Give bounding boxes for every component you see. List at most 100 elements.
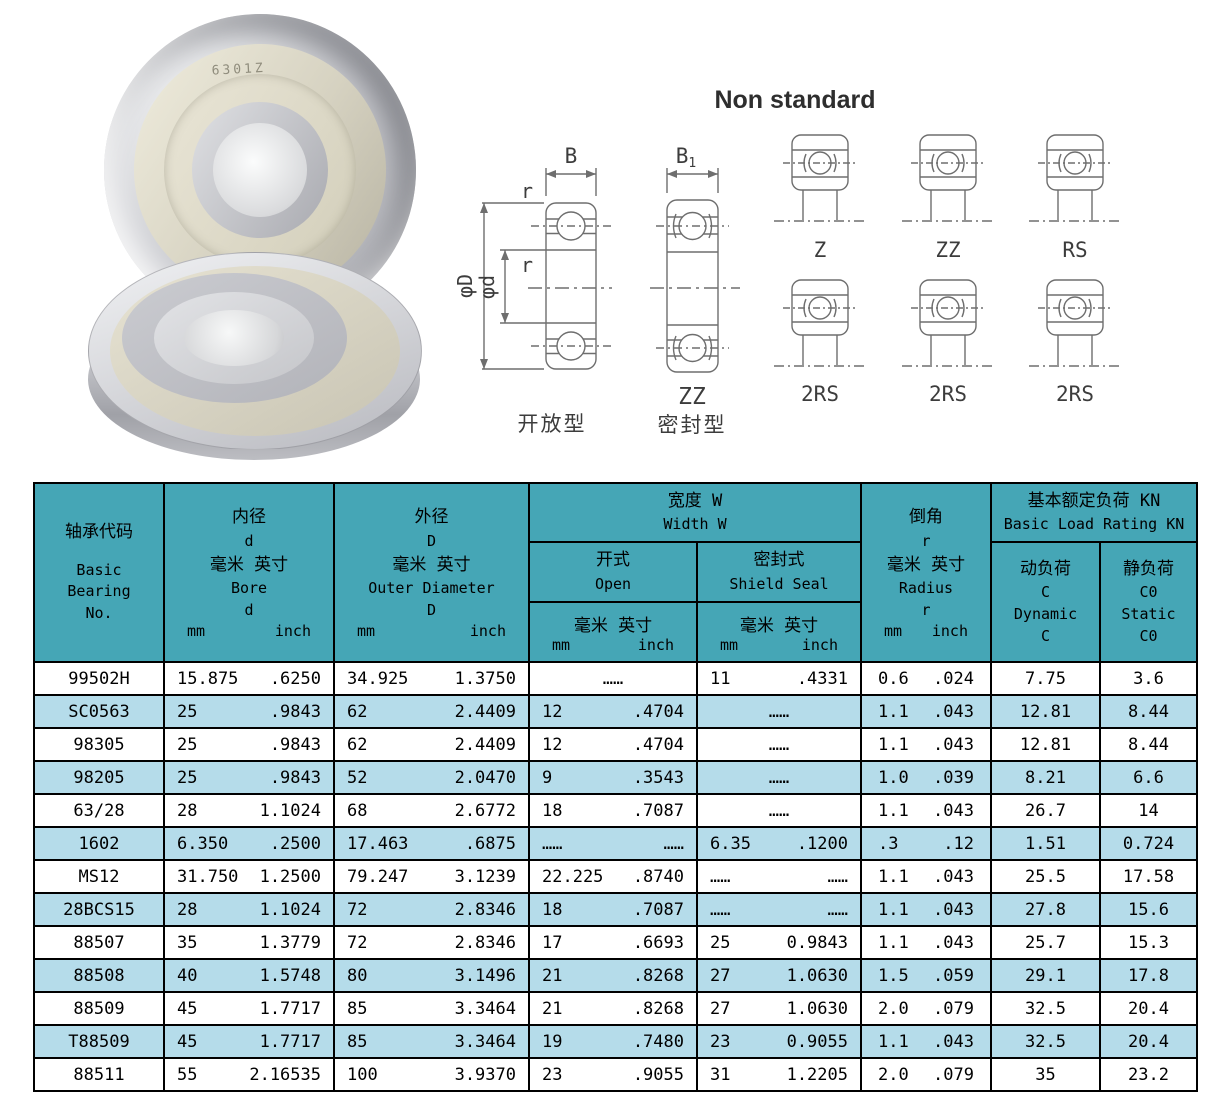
cell-outer-diameter: 79.247 3.1239 [333, 859, 530, 894]
table-row: 98305 25.9843 62 2.4409 12.4704…… 1.1.043 12.8… [33, 727, 1198, 762]
variant-label-2rs-1: 2RS [801, 382, 839, 406]
cell-outer-diameter: 62 2.4409 [333, 727, 530, 762]
cell-bearing-code: 98205 [33, 760, 165, 795]
cell-outer-diameter: 85 3.3464 [333, 1024, 530, 1059]
cell-outer-diameter: 17.463.6875 [333, 826, 530, 861]
open-type-diagram: B φD φd r r 开放型 [453, 144, 612, 436]
table-row: 88507 35 1.3779 72 2.8346 17.6693 25 0.9843 1.1.… [33, 925, 1198, 960]
lying-bearing-face [88, 252, 422, 450]
header-seal-units: 毫米 英寸 mm inch [696, 601, 862, 663]
cell-bore: 15.875.6250 [163, 661, 335, 696]
cell-bore: 25.9843 [163, 694, 335, 729]
lying-bearing-bore-hole [184, 310, 284, 366]
cell-radius: 1.0.039 [860, 760, 992, 795]
dim-label-r-top: r [521, 179, 533, 203]
cell-width-open: 21.8268 [528, 958, 698, 993]
cell-width-open: 23.9055 [528, 1057, 698, 1092]
spec-table-body: 99502H 15.875.6250 34.925 1.3750…… 11.4331 0.… [33, 661, 1198, 1092]
cell-width-open: 22.225.8740 [528, 859, 698, 894]
header-bearing-code: 轴承代码 Basic Bearing No. [33, 482, 165, 663]
cell-dynamic-load: 12.81 [990, 694, 1101, 729]
variant-label-2rs-2: 2RS [929, 382, 967, 406]
cell-static-load: 3.6 [1099, 661, 1198, 696]
header-open: 开式 Open [528, 541, 698, 603]
variant-label-rs: RS [1062, 238, 1087, 262]
open-type-caption: 开放型 [518, 412, 587, 436]
cell-bore: 28 1.1024 [163, 793, 335, 828]
cell-width-seal: ………… [696, 859, 862, 894]
cell-outer-diameter: 62 2.4409 [333, 694, 530, 729]
header-bore: 内径 d 毫米 英寸 Bore d mm inch [163, 482, 335, 663]
cell-bearing-code: 88509 [33, 991, 165, 1026]
cell-width-open: 18.7087 [528, 892, 698, 927]
diagram-svg: Non standard B [453, 86, 1122, 437]
variant-label-zz: ZZ [935, 238, 960, 262]
table-row: SC0563 25.9843 62 2.4409 12.4704…… 1.1.043 12.… [33, 694, 1198, 729]
cell-static-load: 0.724 [1099, 826, 1198, 861]
table-row: 63/28 28 1.1024 68 2.6772 18.7087…… 1.1.043 26.… [33, 793, 1198, 828]
cell-width-seal: 25 0.9843 [696, 925, 862, 960]
cell-dynamic-load: 25.7 [990, 925, 1101, 960]
cell-width-seal: 31 1.2205 [696, 1057, 862, 1092]
header-open-units: 毫米 英寸 mm inch [528, 601, 698, 663]
cell-dynamic-load: 25.5 [990, 859, 1101, 894]
cell-outer-diameter: 85 3.3464 [333, 991, 530, 1026]
cell-static-load: 23.2 [1099, 1057, 1198, 1092]
cell-static-load: 17.8 [1099, 958, 1198, 993]
header-static-load: 静负荷 C0 Static C0 [1099, 541, 1198, 663]
spec-table: 轴承代码 Basic Bearing No. 内径 d 毫米 英寸 Bore d… [33, 482, 1198, 1092]
cell-bearing-code: T88509 [33, 1024, 165, 1059]
cell-dynamic-load: 27.8 [990, 892, 1101, 927]
cell-radius: 0.6.024 [860, 661, 992, 696]
cell-width-seal: …… [696, 760, 862, 795]
cell-outer-diameter: 52 2.0470 [333, 760, 530, 795]
cell-radius: 1.1.043 [860, 859, 992, 894]
cell-dynamic-load: 32.5 [990, 991, 1101, 1026]
cell-static-load: 14 [1099, 793, 1198, 828]
cell-bore: 45 1.7717 [163, 1024, 335, 1059]
cell-width-open: 17.6693 [528, 925, 698, 960]
table-row: 98205 25.9843 52 2.0470 9.3543…… 1.0.039 8.21 6… [33, 760, 1198, 795]
cell-width-seal: 6.35.1200 [696, 826, 862, 861]
cell-outer-diameter: 80 3.1496 [333, 958, 530, 993]
header-radius: 倒角 r 毫米 英寸 Radius r mm inch [860, 482, 992, 663]
cell-dynamic-load: 35 [990, 1057, 1101, 1092]
table-row: 88508 40 1.5748 80 3.1496 21.8268 27 1.0630 1.5.… [33, 958, 1198, 993]
cell-width-open: 19.7480 [528, 1024, 698, 1059]
cell-bore: 28 1.1024 [163, 892, 335, 927]
cell-bearing-code: 88511 [33, 1057, 165, 1092]
cell-dynamic-load: 8.21 [990, 760, 1101, 795]
non-standard-title: Non standard [714, 86, 875, 114]
cell-outer-diameter: 100 3.9370 [333, 1057, 530, 1092]
cell-bore: 6.350.2500 [163, 826, 335, 861]
cell-width-seal: 23 0.9055 [696, 1024, 862, 1059]
cell-static-load: 8.44 [1099, 694, 1198, 729]
sealed-type-caption: 密封型 [658, 413, 727, 437]
table-row: 88511 55 2.16535 100 3.9370 23.9055 31 1.2205 2.… [33, 1057, 1198, 1092]
sealed-zz-label: ZZ [678, 384, 706, 410]
sealed-type-diagram: B1 ZZ 密封型 [650, 144, 740, 437]
cell-outer-diameter: 72 2.8346 [333, 925, 530, 960]
header-shield-seal: 密封式 Shield Seal [696, 541, 862, 603]
cell-bearing-code: 88508 [33, 958, 165, 993]
cell-outer-diameter: 68 2.6772 [333, 793, 530, 828]
table-row: 88509 45 1.7717 85 3.3464 21.8268 27 1.0630 2.0.… [33, 991, 1198, 1026]
cell-static-load: 20.4 [1099, 991, 1198, 1026]
cell-static-load: 20.4 [1099, 1024, 1198, 1059]
dim-label-phid: φd [475, 275, 499, 299]
cell-width-seal: ………… [696, 892, 862, 927]
cell-radius: .3.12 [860, 826, 992, 861]
spec-table-header: 轴承代码 Basic Bearing No. 内径 d 毫米 英寸 Bore d… [33, 482, 1198, 663]
cell-bore: 40 1.5748 [163, 958, 335, 993]
bearing-photo: 6301Z [0, 0, 446, 470]
cell-width-seal: …… [696, 793, 862, 828]
table-row: 1602 6.350.2500 17.463.6875………… 6.35.1200.3… [33, 826, 1198, 861]
cell-bearing-code: 99502H [33, 661, 165, 696]
cell-width-seal: 11.4331 [696, 661, 862, 696]
cell-static-load: 8.44 [1099, 727, 1198, 762]
cell-bearing-code: SC0563 [33, 694, 165, 729]
cell-dynamic-load: 12.81 [990, 727, 1101, 762]
cell-dynamic-load: 7.75 [990, 661, 1101, 696]
header-outer-diameter: 外径 D 毫米 英寸 Outer Diameter D mm inch [333, 482, 530, 663]
variant-label-z: Z [814, 238, 827, 262]
